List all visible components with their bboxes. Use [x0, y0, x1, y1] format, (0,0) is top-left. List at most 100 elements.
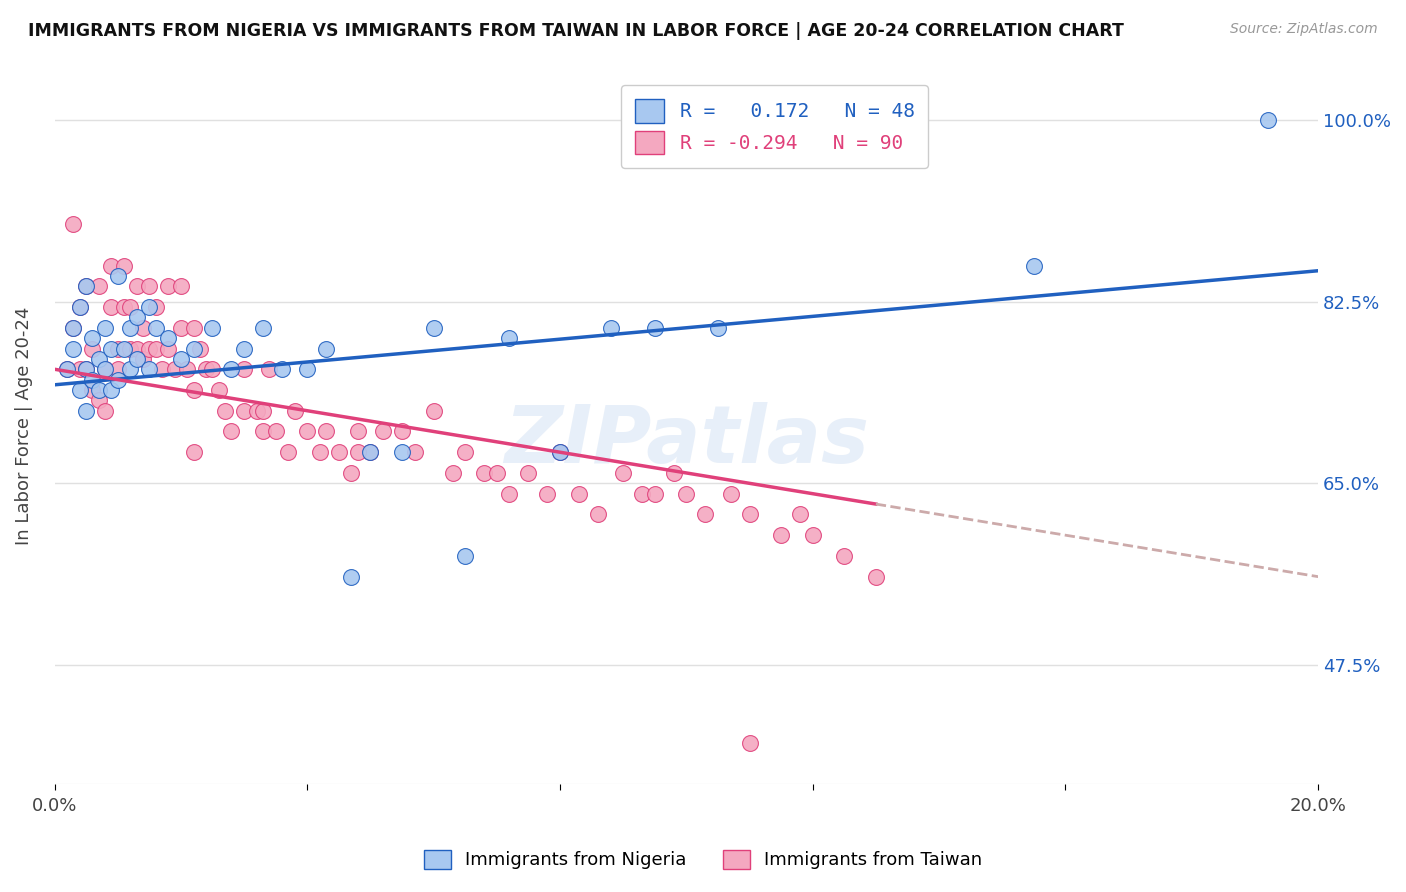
Point [548, 445, 571, 459]
Point [125, 342, 148, 356]
Point [94, 362, 117, 376]
Point [120, 300, 142, 314]
Point [170, 351, 193, 366]
Point [75, 362, 97, 376]
Point [125, 351, 148, 366]
Point [720, 486, 742, 500]
Point [221, 425, 243, 439]
Point [371, 425, 394, 439]
Legend: Immigrants from Nigeria, Immigrants from Taiwan: Immigrants from Nigeria, Immigrants from… [415, 841, 991, 879]
Point [62, 320, 84, 334]
Point [770, 528, 793, 542]
Point [100, 259, 122, 273]
Point [75, 403, 97, 417]
Point [94, 362, 117, 376]
Point [644, 320, 666, 334]
Point [517, 466, 540, 480]
Point [107, 268, 129, 283]
Point [233, 403, 256, 417]
Point [82, 383, 104, 397]
Point [208, 383, 231, 397]
Point [599, 320, 621, 334]
Point [315, 342, 337, 356]
Point [82, 331, 104, 345]
Point [75, 279, 97, 293]
Point [188, 342, 211, 356]
Point [112, 300, 135, 314]
Point [69, 383, 91, 397]
Point [1022, 259, 1045, 273]
Point [315, 425, 337, 439]
Point [170, 320, 193, 334]
Point [391, 425, 413, 439]
Point [340, 466, 363, 480]
Point [145, 300, 167, 314]
Point [252, 425, 274, 439]
Point [75, 279, 97, 293]
Point [56, 362, 79, 376]
Point [125, 279, 148, 293]
Point [69, 362, 91, 376]
Point [695, 508, 717, 522]
Legend: R =   0.172   N = 48, R = -0.294   N = 90: R = 0.172 N = 48, R = -0.294 N = 90 [621, 86, 928, 168]
Point [297, 425, 319, 439]
Point [157, 342, 180, 356]
Point [441, 466, 464, 480]
Point [498, 486, 520, 500]
Point [346, 425, 368, 439]
Point [107, 342, 129, 356]
Point [644, 486, 666, 500]
Point [138, 300, 160, 314]
Point [865, 569, 887, 583]
Point [157, 279, 180, 293]
Point [132, 351, 155, 366]
Point [252, 403, 274, 417]
Text: Source: ZipAtlas.com: Source: ZipAtlas.com [1230, 22, 1378, 37]
Point [112, 342, 135, 356]
Point [107, 373, 129, 387]
Point [138, 279, 160, 293]
Point [738, 735, 761, 749]
Point [69, 300, 91, 314]
Point [87, 351, 110, 366]
Point [62, 320, 84, 334]
Point [472, 466, 495, 480]
Point [586, 508, 609, 522]
Point [82, 342, 104, 356]
Point [328, 445, 350, 459]
Point [271, 362, 294, 376]
Point [112, 259, 135, 273]
Point [195, 362, 218, 376]
Point [359, 445, 381, 459]
Point [233, 342, 256, 356]
Point [404, 445, 426, 459]
Point [87, 393, 110, 408]
Point [832, 549, 855, 563]
Point [145, 342, 167, 356]
Point [120, 320, 142, 334]
Point [233, 362, 256, 376]
Point [485, 466, 508, 480]
Point [801, 528, 824, 542]
Point [183, 342, 205, 356]
Point [662, 466, 685, 480]
Point [309, 445, 332, 459]
Point [214, 403, 236, 417]
Point [498, 331, 520, 345]
Point [789, 508, 811, 522]
Point [176, 362, 198, 376]
Point [56, 362, 79, 376]
Point [340, 569, 363, 583]
Point [62, 342, 84, 356]
Point [183, 383, 205, 397]
Point [145, 320, 167, 334]
Point [612, 466, 634, 480]
Point [107, 362, 129, 376]
Point [346, 445, 368, 459]
Point [548, 445, 571, 459]
Point [422, 320, 444, 334]
Point [87, 279, 110, 293]
Point [183, 445, 205, 459]
Point [120, 342, 142, 356]
Point [125, 310, 148, 325]
